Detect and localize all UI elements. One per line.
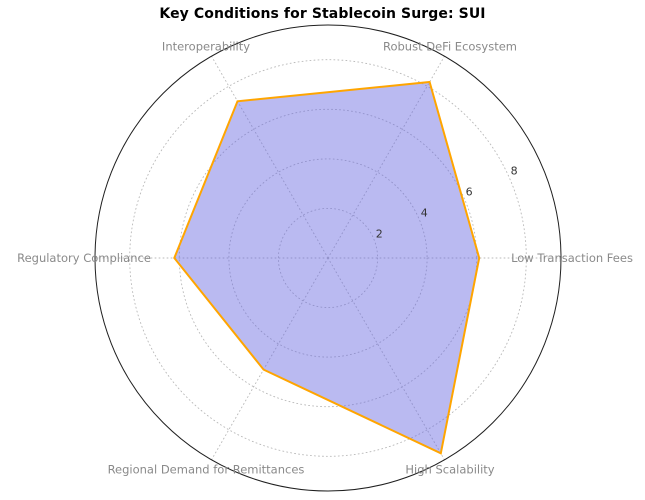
grid-circle [228,158,428,358]
r-tick-label: 8 [511,165,518,178]
r-tick-label: 4 [421,207,428,220]
r-tick-label: 6 [466,186,473,199]
grid-circle [277,207,379,309]
r-tick-label: 2 [376,228,383,241]
data-polygon [173,80,481,455]
grid-circle [129,59,527,457]
category-label: High Scalability [405,462,494,476]
outer-circle [94,24,562,492]
spoke-line [211,55,329,259]
category-label: Low Transaction Fees [511,251,633,265]
chart-title: Key Conditions for Stablecoin Surge: SUI [159,6,486,22]
spoke-line [327,257,445,461]
category-label: Robust DeFi Ecosystem [383,40,517,54]
category-label: Interoperability [162,40,250,54]
spoke-line [327,55,445,259]
spoke-line [211,257,329,461]
category-label: Regulatory Compliance [17,251,151,265]
category-label: Regional Demand for Remittances [108,462,305,476]
